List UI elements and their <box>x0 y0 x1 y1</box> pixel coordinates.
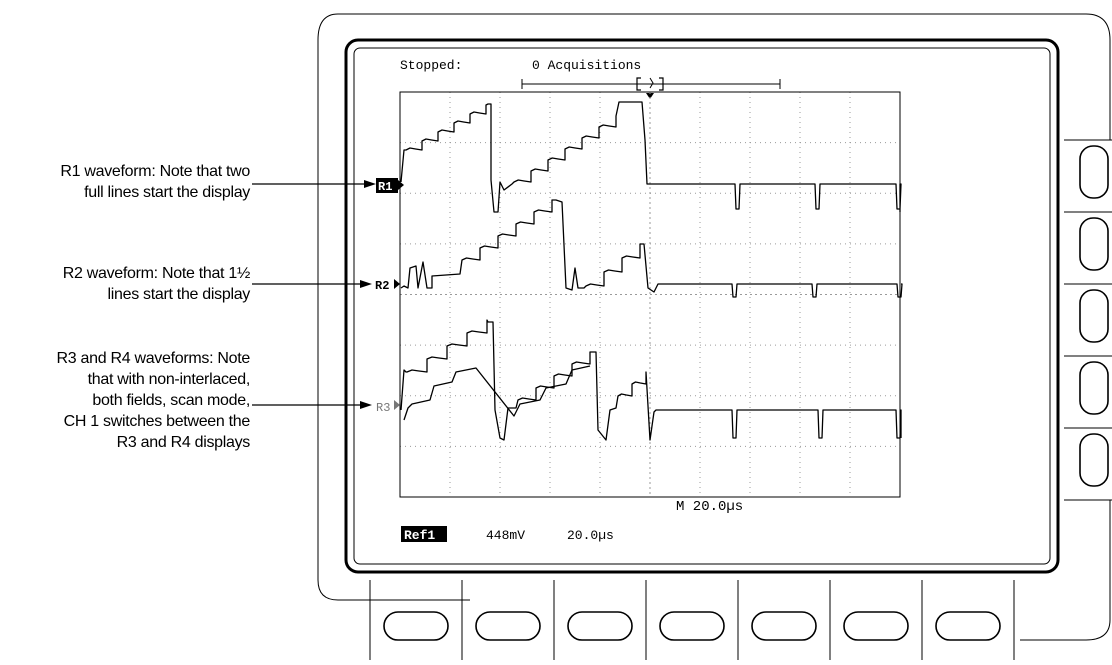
callout-text-r2: R2 waveform: Note that 1½ lines start th… <box>62 263 251 305</box>
svg-text:R3: R3 <box>376 401 390 415</box>
callout-r1-line-1: R1 waveform: Note that two <box>60 163 250 180</box>
waveform-r4 <box>403 365 591 421</box>
bezel-outline <box>338 13 1111 641</box>
callout-text-r3: R3 and R4 waveforms: Note that with non-… <box>56 348 251 453</box>
bottom-bezel-button-4[interactable] <box>659 611 725 641</box>
side-bezel-button-1[interactable] <box>1079 145 1109 199</box>
waveform-traces <box>400 101 903 441</box>
waveform-r3 <box>400 319 902 441</box>
svg-text:R2: R2 <box>375 279 389 293</box>
callout-text-r1: R1 waveform: Note that two full lines st… <box>60 161 250 203</box>
channel-marker-r2: R2 <box>375 279 400 293</box>
channel-marker-r3: R3 <box>376 400 400 415</box>
waveform-r2 <box>400 199 903 298</box>
callout-r2-line-2: lines start the display <box>107 286 250 303</box>
svg-text:R1: R1 <box>378 180 392 194</box>
callout-r3-line-2: that with non-interlaced, <box>87 371 251 388</box>
callout-r2-line-1: R2 waveform: Note that 1½ <box>62 265 251 282</box>
reference-label: Ref1 <box>404 528 435 543</box>
acquisition-status: Stopped: <box>400 58 462 73</box>
callout-arrow-r2 <box>252 280 372 288</box>
callout-r1-line-2: full lines start the display <box>84 184 250 201</box>
callout-arrow-r1 <box>252 180 376 188</box>
callout-r3-line-4: CH 1 switches between the <box>63 413 251 430</box>
side-bezel-button-4[interactable] <box>1079 361 1109 415</box>
reference-volts: 448mV <box>486 528 525 543</box>
bottom-bezel-button-1[interactable] <box>383 611 449 641</box>
callout-r3-line-5: R3 and R4 displays <box>116 434 251 451</box>
side-button-panel <box>1064 139 1112 501</box>
bottom-bezel-button-6[interactable] <box>843 611 909 641</box>
bottom-bezel-button-7[interactable] <box>935 611 1001 641</box>
acquisition-count: 0 Acquisitions <box>532 58 641 73</box>
side-bezel-button-2[interactable] <box>1079 217 1109 271</box>
timebase-readout: M 20.0µs <box>676 499 743 515</box>
reference-readout: Ref1 448mV 20.0µs <box>401 526 614 543</box>
record-view-bar <box>521 77 781 91</box>
bottom-bezel-button-5[interactable] <box>751 611 817 641</box>
callout-r3-line-1: R3 and R4 waveforms: Note <box>56 350 251 367</box>
reference-time: 20.0µs <box>567 528 614 543</box>
callout-arrow-r3 <box>252 401 372 409</box>
channel-marker-r1: R1 <box>376 178 404 194</box>
bottom-button-panel <box>369 580 1015 660</box>
side-bezel-button-5[interactable] <box>1079 433 1109 487</box>
trigger-position-marker <box>646 93 654 99</box>
screen-inner <box>353 47 1051 565</box>
bottom-bezel-button-2[interactable] <box>475 611 541 641</box>
graticule-border <box>399 91 901 498</box>
side-bezel-button-3[interactable] <box>1079 289 1109 343</box>
screen-frame <box>344 38 1060 574</box>
callout-r3-line-3: both fields, scan mode, <box>92 392 250 409</box>
bezel-outline-left <box>317 13 470 601</box>
waveform-r1 <box>400 101 902 213</box>
bottom-bezel-button-3[interactable] <box>567 611 633 641</box>
